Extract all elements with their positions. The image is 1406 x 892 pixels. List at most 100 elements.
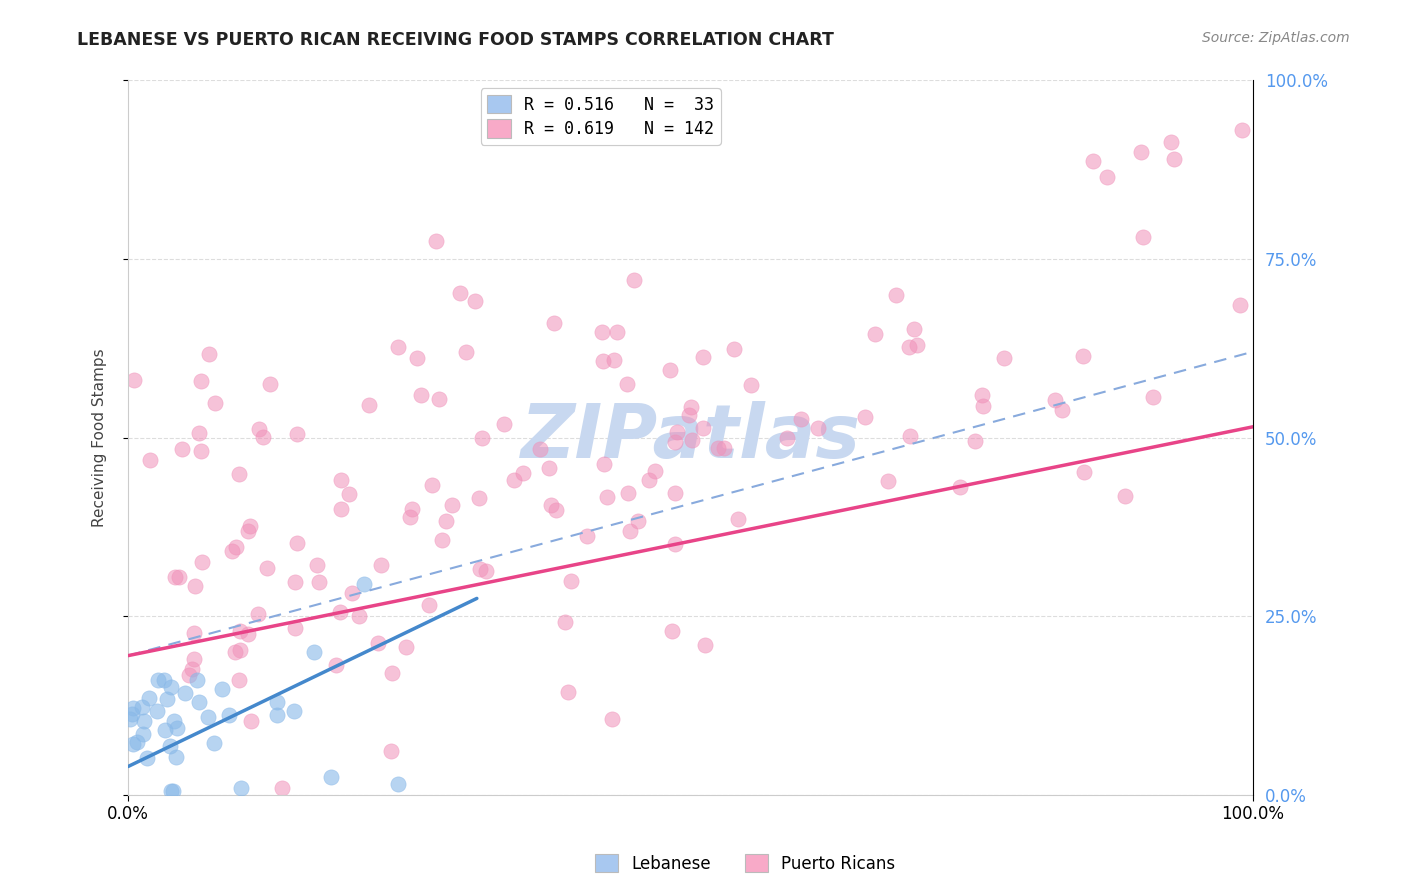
Point <box>387 340 409 354</box>
Point <box>131 700 153 714</box>
Point <box>121 701 143 715</box>
Point <box>1114 489 1136 503</box>
Text: ZIPatlas: ZIPatlas <box>520 401 860 474</box>
Point <box>1163 152 1185 166</box>
Point <box>184 579 207 593</box>
Point <box>118 712 141 726</box>
Point <box>187 425 209 440</box>
Point <box>1050 403 1073 417</box>
Point <box>644 464 666 478</box>
Point <box>221 544 243 558</box>
Point <box>427 392 450 407</box>
Point <box>1071 349 1094 363</box>
Point <box>238 518 260 533</box>
Point <box>156 692 179 706</box>
Point <box>666 425 689 440</box>
Point <box>853 409 876 424</box>
Point <box>661 624 683 638</box>
Point <box>238 627 260 641</box>
Point <box>198 347 221 361</box>
Point <box>681 433 703 447</box>
Point <box>153 673 176 687</box>
Point <box>259 377 281 392</box>
Point <box>159 739 181 753</box>
Point <box>638 474 661 488</box>
Point <box>174 686 197 700</box>
Point <box>664 537 686 551</box>
Point <box>474 565 496 579</box>
Point <box>468 491 491 505</box>
Point <box>740 377 762 392</box>
Point <box>284 574 307 589</box>
Point <box>357 398 380 412</box>
Point <box>370 558 392 573</box>
Point <box>329 473 352 487</box>
Point <box>401 502 423 516</box>
Point <box>283 704 305 718</box>
Point <box>236 524 259 538</box>
Point <box>949 480 972 494</box>
Legend: R = 0.516   N =  33, R = 0.619   N = 142: R = 0.516 N = 33, R = 0.619 N = 142 <box>481 88 720 145</box>
Point <box>591 325 613 339</box>
Text: Source: ZipAtlas.com: Source: ZipAtlas.com <box>1202 31 1350 45</box>
Point <box>898 429 921 443</box>
Point <box>678 408 700 422</box>
Point <box>225 540 247 554</box>
Point <box>187 695 209 709</box>
Point <box>592 354 614 368</box>
Point <box>1132 230 1154 244</box>
Point <box>503 473 526 487</box>
Point <box>256 561 278 575</box>
Point <box>425 234 447 248</box>
Point <box>494 417 516 431</box>
Point <box>560 574 582 588</box>
Point <box>319 770 342 784</box>
Text: LEBANESE VS PUERTO RICAN RECEIVING FOOD STAMPS CORRELATION CHART: LEBANESE VS PUERTO RICAN RECEIVING FOOD … <box>77 31 834 49</box>
Point <box>606 325 628 339</box>
Point <box>1142 390 1164 404</box>
Point <box>329 605 352 619</box>
Point <box>1229 298 1251 312</box>
Point <box>180 662 202 676</box>
Point <box>664 486 686 500</box>
Point <box>122 373 145 387</box>
Point <box>406 351 429 366</box>
Point <box>434 514 457 528</box>
Point <box>163 714 186 728</box>
Point <box>865 326 887 341</box>
Y-axis label: Receiving Food Stamps: Receiving Food Stamps <box>93 348 107 527</box>
Point <box>266 708 288 723</box>
Point <box>134 714 156 729</box>
Point <box>160 681 183 695</box>
Point <box>170 442 193 457</box>
Point <box>229 780 252 795</box>
Point <box>190 555 212 569</box>
Point <box>432 533 454 547</box>
Point <box>186 673 208 687</box>
Point <box>512 466 534 480</box>
Point <box>1095 169 1118 184</box>
Point <box>1232 123 1254 137</box>
Point <box>183 652 205 666</box>
Point <box>658 362 681 376</box>
Point <box>554 615 576 629</box>
Point <box>1073 465 1095 479</box>
Point <box>557 685 579 699</box>
Point <box>347 608 370 623</box>
Point <box>387 777 409 791</box>
Point <box>183 625 205 640</box>
Point <box>411 387 433 401</box>
Point <box>1160 135 1182 149</box>
Point <box>240 714 263 729</box>
Point <box>284 621 307 635</box>
Point <box>1129 145 1152 160</box>
Point <box>228 467 250 482</box>
Point <box>308 575 330 590</box>
Point <box>155 723 177 738</box>
Point <box>464 294 486 309</box>
Point <box>285 536 308 550</box>
Point <box>807 421 830 435</box>
Point <box>229 643 252 657</box>
Point <box>190 443 212 458</box>
Point <box>252 429 274 443</box>
